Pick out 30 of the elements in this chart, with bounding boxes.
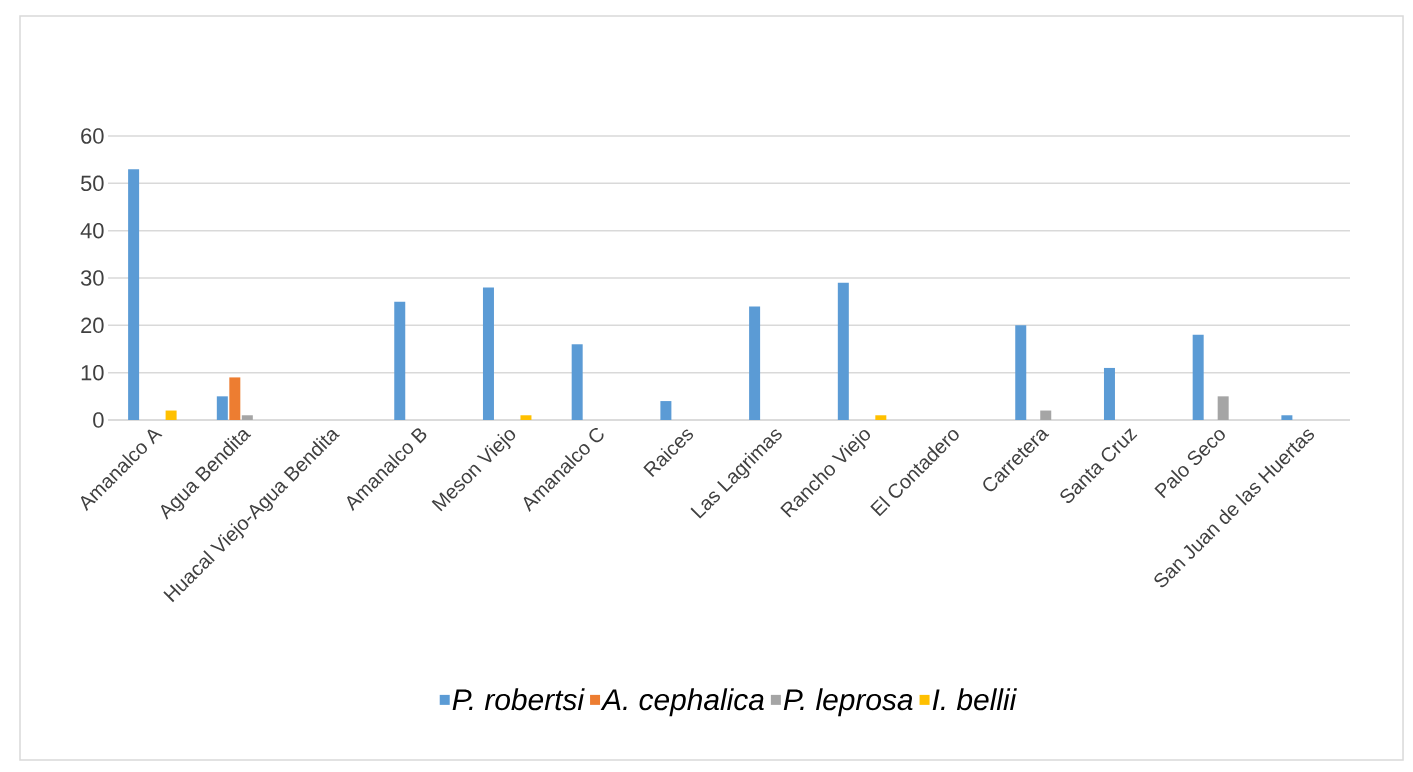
- y-tick-label: 0: [93, 412, 104, 428]
- y-tick-label: 10: [81, 364, 104, 381]
- bar: [482, 287, 494, 420]
- bar: [1192, 334, 1204, 420]
- legend-label: I. bellii: [932, 688, 1017, 711]
- bar: [571, 344, 583, 420]
- legend-label: A. cephalica: [600, 688, 764, 717]
- bar: [749, 306, 761, 420]
- y-tick-label: 20: [81, 317, 104, 334]
- bar: [165, 410, 177, 420]
- y-tick-label: 40: [80, 222, 104, 239]
- bar: [1217, 396, 1229, 420]
- bar: [1040, 410, 1052, 420]
- bar: [229, 377, 241, 420]
- bar: [128, 169, 140, 420]
- bar: [1281, 415, 1293, 420]
- y-tick-label: 50: [80, 175, 104, 192]
- bar: [837, 282, 849, 420]
- legend-label: P. leprosa: [783, 688, 913, 717]
- bar: [216, 396, 228, 420]
- bar: [875, 415, 887, 420]
- bar: [241, 415, 253, 420]
- bar: [394, 301, 406, 420]
- y-tick-label: 30: [80, 270, 104, 286]
- bar: [660, 401, 672, 420]
- bar: [520, 415, 532, 420]
- y-tick-label: 60: [81, 128, 104, 144]
- bar: [1015, 325, 1027, 420]
- bar: [1103, 367, 1115, 420]
- legend-label: P. robertsi: [452, 688, 585, 711]
